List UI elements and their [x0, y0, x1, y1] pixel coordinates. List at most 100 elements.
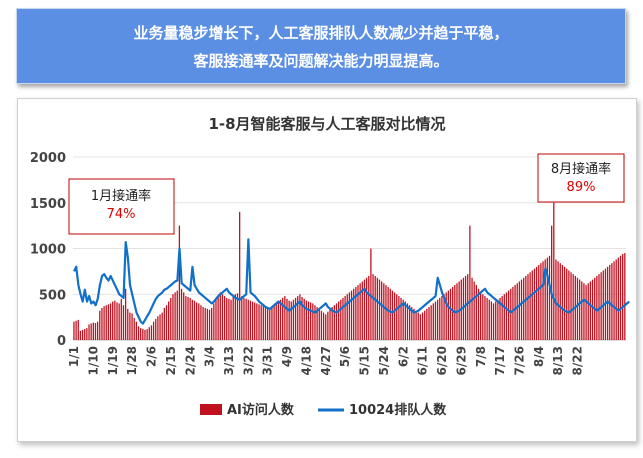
ai-visits-bar [398, 296, 400, 340]
ai-visits-bar [546, 257, 548, 340]
ai-visits-bar [518, 281, 521, 340]
x-tick-label: 6/20 [435, 346, 449, 375]
ai-visits-bar [525, 275, 527, 340]
ai-visits-bar [428, 307, 430, 340]
x-tick-label: 1/10 [86, 346, 100, 375]
ai-visits-bar [284, 296, 286, 340]
ai-visits-bar [226, 297, 228, 340]
ai-visits-bar [303, 298, 305, 340]
ai-visits-bar [294, 297, 297, 340]
ai-visits-bar [262, 306, 264, 340]
ai-visits-bar [316, 307, 318, 340]
ai-visits-bar [540, 263, 542, 340]
ai-visits-bar [282, 297, 284, 340]
ai-visits-bar [370, 248, 372, 340]
x-axis-ticks: 1/1 1/10 1/19 1/28 2/6 2/15 2/24 3/4 3/13 3/22 3/3… [67, 346, 585, 375]
ai-visits-bar [344, 296, 346, 340]
ai-visits-bar [206, 308, 209, 340]
queue-series-line [73, 238, 630, 325]
ai-visits-bar [374, 275, 376, 340]
ai-visits-bar [447, 290, 450, 340]
ai-visits-bar [279, 299, 282, 340]
ai-visits-bar [553, 202, 555, 340]
ai-visits-bar [486, 297, 488, 340]
ai-visits-bar [430, 305, 432, 340]
ai-visits-bar [480, 292, 482, 340]
ai-visits-bar [606, 266, 609, 340]
chart-title: 1-8月智能客服与人工客服对比情况 [208, 115, 445, 133]
ai-visits-bar [492, 303, 495, 340]
ai-visits-bar [75, 320, 77, 340]
ai-visits-bar [346, 294, 348, 340]
ai-visits-bar [372, 274, 374, 340]
x-tick-label: 6/2 [396, 346, 410, 367]
y-tick-label: 1500 [30, 197, 66, 212]
ai-visits-bar [161, 312, 163, 340]
ai-visits-bar [523, 277, 525, 340]
ai-visits-bar [551, 225, 553, 341]
ai-visits-bar [219, 292, 221, 340]
ai-visits-bar [482, 294, 484, 340]
ai-visits-bar [310, 302, 312, 340]
y-tick-label: 500 [39, 288, 66, 303]
ai-visits-bar [118, 303, 120, 340]
ai-visits-bar [185, 296, 187, 340]
ai-visits-bar [249, 300, 252, 340]
legend-bar-label: AI访问人数 [227, 402, 295, 418]
ai-visits-bar [413, 308, 415, 340]
ai-visits-bar [443, 294, 445, 340]
ai-visits-bar [337, 301, 340, 340]
x-tick-label: 1/19 [106, 346, 120, 375]
ai-visits-bar [318, 308, 320, 340]
ai-visits-bar [133, 318, 135, 340]
ai-visits-bar [432, 303, 434, 340]
ai-visits-bar [230, 299, 232, 340]
ai-visits-bar [159, 314, 161, 340]
ai-visits-bar [168, 301, 170, 340]
ai-visits-bar [611, 263, 613, 340]
ai-visits-bar [88, 324, 90, 340]
ai-visits-bar [170, 297, 172, 340]
ai-visits-bar [232, 297, 234, 340]
ai-visits-bar [271, 307, 273, 340]
ai-visits-bar [131, 313, 133, 340]
y-tick-label: 0 [57, 334, 66, 349]
ai-visits-bar [101, 307, 103, 340]
ai-visits-bar [155, 318, 157, 340]
ai-visits-bar [297, 296, 299, 340]
ai-visits-bar [583, 283, 585, 340]
ai-visits-bar [484, 296, 486, 340]
ai-visits-bar [150, 325, 153, 340]
ai-visits-bar [516, 283, 518, 340]
ai-visits-bar [426, 308, 428, 340]
legend-bar-swatch [200, 404, 222, 415]
annotation-aug-label: 8月接通率 [551, 161, 611, 177]
ai-visits-bar [424, 310, 426, 340]
ai-visits-bar [264, 307, 267, 340]
ai-visits-bar [137, 326, 140, 340]
ai-visits-bar [256, 303, 258, 340]
x-tick-label: 4/18 [299, 346, 313, 375]
ai-visits-bar [477, 288, 480, 340]
ai-visits-bar [499, 297, 501, 340]
ai-visits-bar [140, 328, 142, 340]
ai-visits-bar [144, 329, 146, 340]
ai-visits-bar [223, 296, 226, 340]
ai-visits-bar [402, 299, 404, 340]
ai-visits-bar [514, 285, 516, 340]
ai-visits-bar [490, 301, 493, 340]
ai-visits-bar [335, 303, 338, 340]
y-tick-label: 2000 [30, 151, 66, 166]
ai-visits-bar [452, 286, 454, 340]
ai-visits-bar [449, 288, 452, 340]
ai-visits-bar [439, 297, 441, 340]
ai-visits-bar [228, 298, 230, 340]
ai-visits-bar [301, 297, 303, 340]
ai-visits-bar [542, 261, 544, 340]
ai-visits-bar [180, 288, 183, 340]
ai-visits-bar [333, 305, 335, 340]
ai-visits-bar [299, 294, 301, 340]
ai-visits-bar [277, 301, 280, 340]
ai-visits-bar [340, 299, 342, 340]
